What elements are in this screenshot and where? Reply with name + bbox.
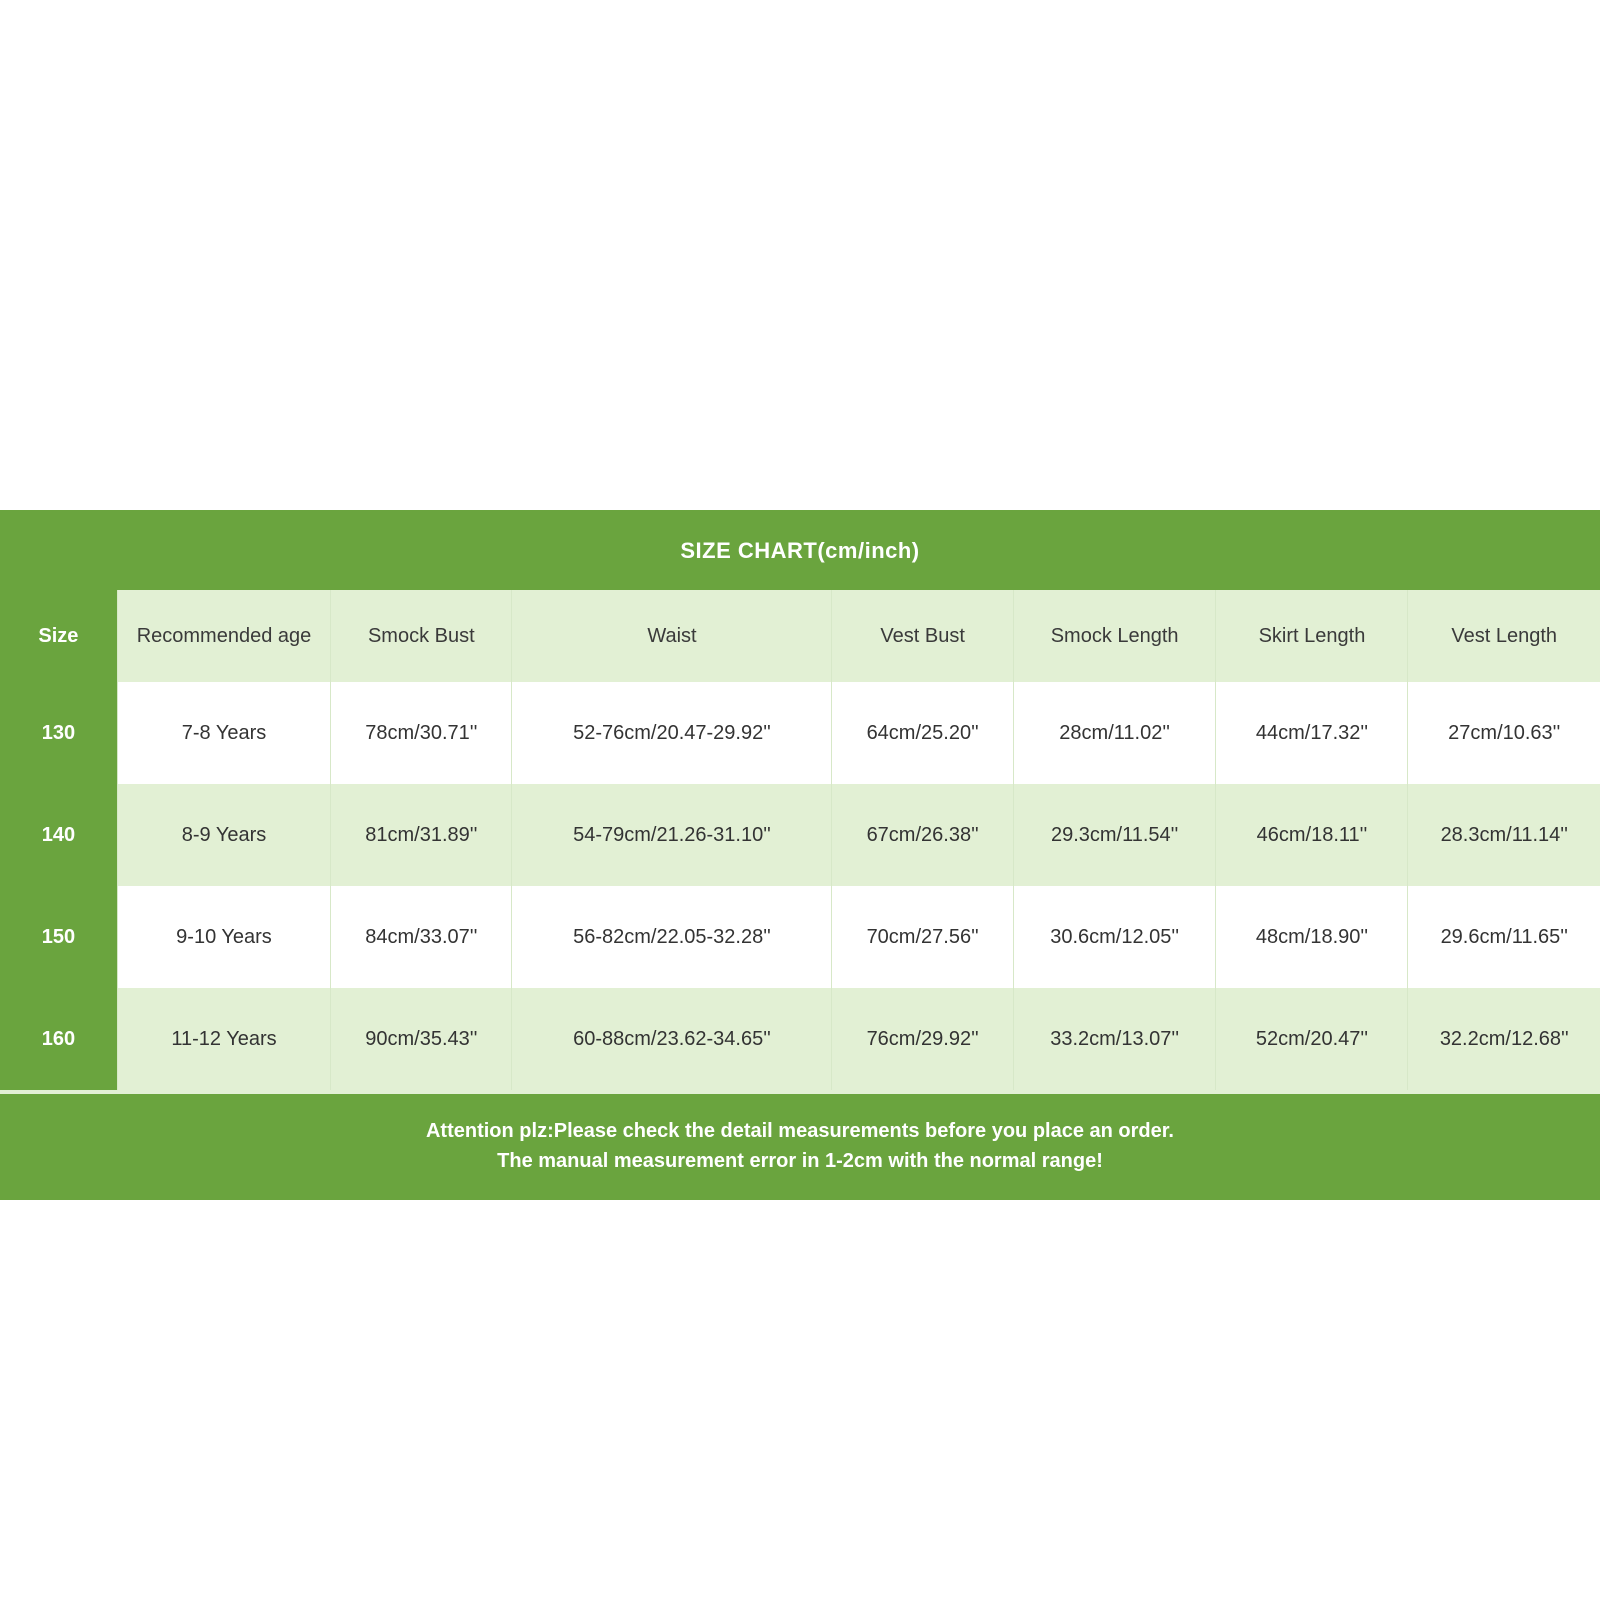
size-cell: 130: [0, 682, 117, 784]
col-header-age: Recommended age: [117, 590, 330, 682]
footer-line-1: Attention plz:Please check the detail me…: [10, 1116, 1590, 1146]
data-cell: 33.2cm/13.07'': [1013, 988, 1216, 1090]
table-row: 160 11-12 Years 90cm/35.43'' 60-88cm/23.…: [0, 988, 1600, 1090]
data-cell: 54-79cm/21.26-31.10'': [512, 784, 832, 886]
col-header-vest-bust: Vest Bust: [832, 590, 1013, 682]
data-cell: 28.3cm/11.14'': [1408, 784, 1600, 886]
size-chart: SIZE CHART(cm/inch) Size Recommended age…: [0, 510, 1600, 1200]
size-table: Size Recommended age Smock Bust Waist Ve…: [0, 590, 1600, 1090]
data-cell: 81cm/31.89'': [331, 784, 512, 886]
table-row: 140 8-9 Years 81cm/31.89'' 54-79cm/21.26…: [0, 784, 1600, 886]
data-cell: 78cm/30.71'': [331, 682, 512, 784]
data-cell: 9-10 Years: [117, 886, 330, 988]
data-cell: 29.3cm/11.54'': [1013, 784, 1216, 886]
data-cell: 70cm/27.56'': [832, 886, 1013, 988]
data-cell: 48cm/18.90'': [1216, 886, 1408, 988]
data-cell: 64cm/25.20'': [832, 682, 1013, 784]
col-header-vest-length: Vest Length: [1408, 590, 1600, 682]
data-cell: 76cm/29.92'': [832, 988, 1013, 1090]
data-cell: 46cm/18.11'': [1216, 784, 1408, 886]
table-row: 130 7-8 Years 78cm/30.71'' 52-76cm/20.47…: [0, 682, 1600, 784]
size-cell: 140: [0, 784, 117, 886]
header-row: Size Recommended age Smock Bust Waist Ve…: [0, 590, 1600, 682]
data-cell: 8-9 Years: [117, 784, 330, 886]
chart-footer: Attention plz:Please check the detail me…: [0, 1090, 1600, 1200]
data-cell: 60-88cm/23.62-34.65'': [512, 988, 832, 1090]
table-row: 150 9-10 Years 84cm/33.07'' 56-82cm/22.0…: [0, 886, 1600, 988]
data-cell: 30.6cm/12.05'': [1013, 886, 1216, 988]
col-header-smock-length: Smock Length: [1013, 590, 1216, 682]
data-cell: 44cm/17.32'': [1216, 682, 1408, 784]
data-cell: 32.2cm/12.68'': [1408, 988, 1600, 1090]
data-cell: 29.6cm/11.65'': [1408, 886, 1600, 988]
data-cell: 11-12 Years: [117, 988, 330, 1090]
data-cell: 52-76cm/20.47-29.92'': [512, 682, 832, 784]
footer-line-2: The manual measurement error in 1-2cm wi…: [10, 1146, 1590, 1176]
col-header-size: Size: [0, 590, 117, 682]
data-cell: 27cm/10.63'': [1408, 682, 1600, 784]
data-cell: 52cm/20.47'': [1216, 988, 1408, 1090]
col-header-smock-bust: Smock Bust: [331, 590, 512, 682]
data-cell: 7-8 Years: [117, 682, 330, 784]
data-cell: 90cm/35.43'': [331, 988, 512, 1090]
data-cell: 56-82cm/22.05-32.28'': [512, 886, 832, 988]
col-header-waist: Waist: [512, 590, 832, 682]
size-cell: 150: [0, 886, 117, 988]
data-cell: 84cm/33.07'': [331, 886, 512, 988]
data-cell: 67cm/26.38'': [832, 784, 1013, 886]
data-cell: 28cm/11.02'': [1013, 682, 1216, 784]
col-header-skirt-length: Skirt Length: [1216, 590, 1408, 682]
size-cell: 160: [0, 988, 117, 1090]
chart-title: SIZE CHART(cm/inch): [0, 510, 1600, 590]
